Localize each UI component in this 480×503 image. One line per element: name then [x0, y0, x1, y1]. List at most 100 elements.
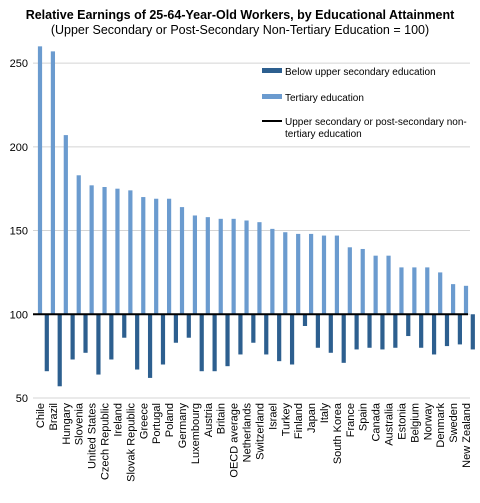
x-tick-label: France: [345, 403, 357, 437]
bar-tertiary-3: [76, 175, 81, 315]
legend-label-upper-secondary-line-2: tertiary education: [285, 129, 362, 140]
chart-title: Relative Earnings of 25-64-Year-Old Work…: [25, 8, 455, 22]
bar-tertiary-27: [386, 255, 391, 315]
bar-tertiary-5: [102, 187, 107, 315]
x-tick-label: Greece: [138, 403, 150, 439]
bar-below-upper-secondary-2: [70, 314, 75, 360]
bar-below-upper-secondary-10: [173, 314, 178, 343]
bar-below-upper-secondary-23: [341, 314, 346, 363]
legend-swatch-tertiary: [262, 94, 282, 99]
bar-tertiary-19: [283, 232, 288, 315]
bar-below-upper-secondary-27: [393, 314, 398, 348]
bar-below-upper-secondary-30: [431, 314, 437, 355]
x-tick-label: Ireland: [112, 403, 124, 437]
bar-tertiary-29: [412, 267, 417, 315]
bar-tertiary-17: [257, 222, 262, 315]
bar-below-upper-secondary-32: [457, 314, 462, 345]
y-tick-label: 250: [10, 58, 28, 70]
x-tick-label: New Zealand: [461, 403, 473, 468]
x-tick-label: Turkey: [280, 403, 292, 437]
x-tick-label: Finland: [293, 403, 305, 439]
bar-tertiary-6: [115, 188, 120, 315]
bar-tertiary-8: [141, 197, 146, 315]
x-tick-label: Czech Republic: [100, 403, 112, 481]
legend-swatch-below-upper-secondary: [262, 68, 282, 73]
bar-tertiary-23: [334, 235, 340, 315]
x-tick-label: Portugal: [151, 403, 163, 444]
bar-tertiary-9: [154, 198, 159, 315]
bar-below-upper-secondary-9: [160, 314, 166, 365]
x-tick-label: Germany: [177, 403, 189, 449]
bar-below-upper-secondary-5: [109, 314, 114, 360]
bar-below-upper-secondary-26: [380, 314, 385, 350]
bar-tertiary-11: [179, 207, 185, 315]
y-tick-label: 150: [10, 226, 28, 238]
legend-label-tertiary: Tertiary education: [285, 93, 364, 104]
bar-tertiary-31: [438, 272, 443, 315]
x-tick-label: OECD average: [229, 403, 241, 478]
bar-tertiary-2: [63, 135, 68, 315]
bar-below-upper-secondary-17: [264, 314, 269, 355]
bar-below-upper-secondary-28: [406, 314, 411, 337]
bar-below-upper-secondary-3: [83, 314, 88, 353]
bar-tertiary-18: [270, 228, 275, 315]
bar-tertiary-30: [425, 267, 430, 315]
bar-tertiary-22: [321, 235, 327, 315]
bar-tertiary-16: [244, 220, 249, 315]
bar-tertiary-21: [308, 233, 314, 315]
x-tick-label: Australia: [384, 402, 396, 446]
bar-tertiary-20: [296, 233, 301, 315]
bar-tertiary-26: [373, 255, 378, 315]
bar-below-upper-secondary-0: [44, 314, 49, 372]
bar-below-upper-secondary-29: [419, 314, 424, 348]
x-tick-label: Slovak Republic: [125, 403, 137, 482]
x-tick-label: Canada: [371, 402, 383, 441]
bar-tertiary-12: [192, 215, 198, 315]
bar-tertiary-10: [166, 198, 172, 315]
x-tick-label: Estonia: [396, 402, 408, 440]
x-tick-label: Spain: [358, 403, 370, 431]
bar-below-upper-secondary-13: [212, 314, 217, 372]
x-tick-label: Sweden: [448, 403, 460, 443]
bar-tertiary-0: [37, 46, 43, 315]
legend-label-upper-secondary-line-1: Upper secondary or post-secondary non-: [285, 117, 467, 128]
x-tick-label: South Korea: [332, 402, 344, 464]
bar-below-upper-secondary-16: [251, 314, 256, 343]
legend: Below upper secondary education Tertiary…: [262, 67, 467, 140]
y-axis-ticks: 50 100 150 200 250: [10, 58, 28, 405]
legend-swatch-upper-secondary-line: [262, 120, 282, 122]
bar-below-upper-secondary-19: [289, 314, 295, 365]
bar-below-upper-secondary-20: [302, 314, 308, 326]
bar-tertiary-25: [360, 248, 365, 315]
bar-below-upper-secondary-14: [225, 314, 230, 367]
bar-below-upper-secondary-21: [315, 314, 320, 348]
x-tick-label: Japan: [306, 403, 318, 433]
x-tick-label: Netherlands: [242, 403, 254, 463]
bar-below-upper-secondary-33: [470, 314, 475, 350]
x-tick-label: Belgium: [409, 403, 421, 443]
bar-below-upper-secondary-25: [367, 314, 372, 348]
bar-below-upper-secondary-15: [238, 314, 243, 355]
bar-tertiary-7: [128, 190, 133, 315]
y-tick-label: 50: [16, 393, 28, 405]
bar-below-upper-secondary-12: [199, 314, 204, 372]
x-tick-label: Luxembourg: [190, 403, 202, 464]
bar-below-upper-secondary-11: [186, 314, 191, 338]
x-tick-label: Britain: [216, 403, 228, 434]
bar-tertiary-24: [347, 247, 352, 315]
y-tick-label: 100: [10, 309, 28, 321]
x-tick-label: United States: [87, 403, 99, 470]
bar-tertiary-1: [50, 51, 56, 315]
bar-tertiary-28: [399, 267, 404, 315]
x-tick-label: Chile: [35, 403, 47, 428]
x-tick-label: Slovenia: [74, 402, 86, 445]
x-tick-label: Norway: [422, 403, 434, 441]
bar-tertiary-13: [205, 217, 210, 315]
x-tick-label: Poland: [164, 403, 176, 437]
x-axis-labels: Chile Brazil Hungary Slovenia United States C…: [35, 402, 473, 482]
bar-below-upper-secondary-18: [277, 314, 282, 362]
legend-label-below-upper-secondary: Below upper secondary education: [285, 67, 436, 78]
bar-tertiary-4: [89, 185, 94, 315]
x-tick-label: Denmark: [435, 403, 447, 448]
